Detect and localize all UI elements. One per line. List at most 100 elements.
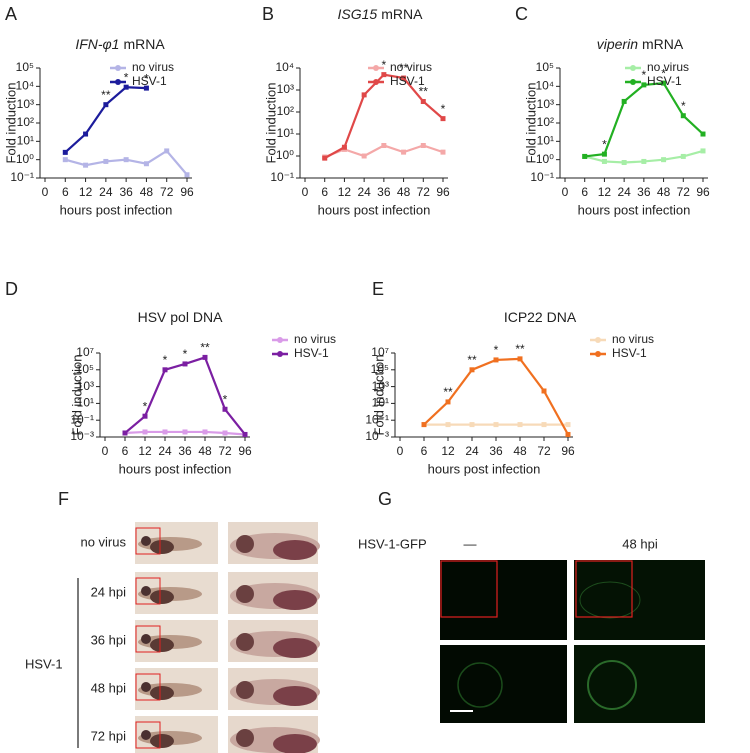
panel-letter: F [58,489,69,509]
eye [236,535,254,553]
yolk [150,638,174,652]
annotation: * [124,70,129,84]
eye-outline [457,662,503,708]
annotation: * [143,399,148,413]
column-label: — [464,536,477,551]
annotation: * [441,102,446,116]
x-tick-label: 48 [397,185,411,199]
column-label: 48 hpi [622,536,658,551]
data-point [680,153,686,159]
y-axis-label: Fold induction [69,355,84,436]
chart-title: IFN-φ1 mRNA [75,36,165,52]
image [574,645,705,723]
data-point [582,153,588,159]
data-point [517,356,523,362]
data-point [184,172,190,178]
eye [141,586,151,596]
data-point [621,160,627,166]
title-part: IFN-φ1 [75,36,119,52]
eye-outline [587,660,637,710]
eye [141,682,151,692]
yolk [150,540,174,554]
x-tick-label: 6 [321,185,328,199]
x-tick-label: 12 [138,444,152,458]
data-point [381,72,387,78]
y-tick-label: 10⁰ [536,152,554,166]
title-part: mRNA [381,6,423,22]
image [440,560,567,640]
annotation: ** [101,88,111,102]
y-axis-label: Fold induction [371,355,386,436]
title-part: mRNA [123,36,165,52]
legend-label: HSV-1 [294,346,329,360]
x-axis-label: hours post infection [60,202,173,217]
data-point [62,149,68,155]
y-tick-label: 10¹ [537,134,554,148]
data-point [142,413,148,419]
y-tick-label: 10² [17,115,34,129]
yolk [150,734,174,748]
x-tick-label: 12 [598,185,612,199]
annotation: * [144,71,149,85]
data-point [83,162,89,168]
x-tick-label: 0 [397,444,404,458]
x-tick-label: 6 [122,444,129,458]
x-tick-label: 96 [561,444,575,458]
x-tick-label: 12 [338,185,352,199]
data-point [381,143,387,149]
data-point [162,367,168,373]
data-point [182,429,188,435]
chart-title: HSV pol DNA [138,309,223,325]
data-point [123,84,129,90]
panel-letter: D [5,279,18,299]
annotation: * [602,137,607,151]
x-tick-label: 6 [62,185,69,199]
legend-label: no virus [647,60,689,74]
y-tick-label: 10³ [17,97,34,111]
row-label: HSV-1-GFP [358,536,427,551]
annotation: * [163,353,168,367]
data-point [142,429,148,435]
annotation: * [382,58,387,72]
y-tick-label: 10⁻¹ [530,170,554,184]
data-point [143,161,149,167]
data-point [469,367,475,373]
zoom-box [135,721,161,749]
y-tick-label: 10⁻¹ [10,170,34,184]
zoom-box [135,625,161,653]
data-point [83,131,89,137]
data-point [601,158,607,164]
y-tick-label: 10⁰ [16,152,34,166]
x-tick-label: 24 [158,444,172,458]
x-tick-label: 36 [119,185,133,199]
chart-title: ICP22 DNA [504,309,577,325]
x-tick-label: 96 [238,444,252,458]
data-point [541,388,547,394]
chart-title: ISG15 mRNA [338,6,424,22]
x-tick-label: 48 [140,185,154,199]
data-point [493,422,499,428]
x-tick-label: 96 [436,185,450,199]
legend-marker [630,79,636,85]
x-tick-label: 24 [617,185,631,199]
y-tick-label: 10³ [277,82,294,96]
data-point [445,399,451,405]
eye [141,634,151,644]
x-tick-label: 36 [489,444,503,458]
legend-marker [595,337,601,343]
x-tick-label: 0 [562,185,569,199]
title-part: ISG15 [338,6,378,22]
x-tick-label: 36 [178,444,192,458]
x-tick-label: 0 [102,444,109,458]
yolk [150,686,174,700]
legend-marker [115,79,121,85]
y-tick-label: 10⁷ [76,345,94,359]
x-tick-label: 0 [42,185,49,199]
yolk [150,590,174,604]
data-point [621,98,627,104]
data-point [341,144,347,150]
zoom-box [135,527,161,555]
zoom-box [135,673,161,701]
data-point [182,361,188,367]
